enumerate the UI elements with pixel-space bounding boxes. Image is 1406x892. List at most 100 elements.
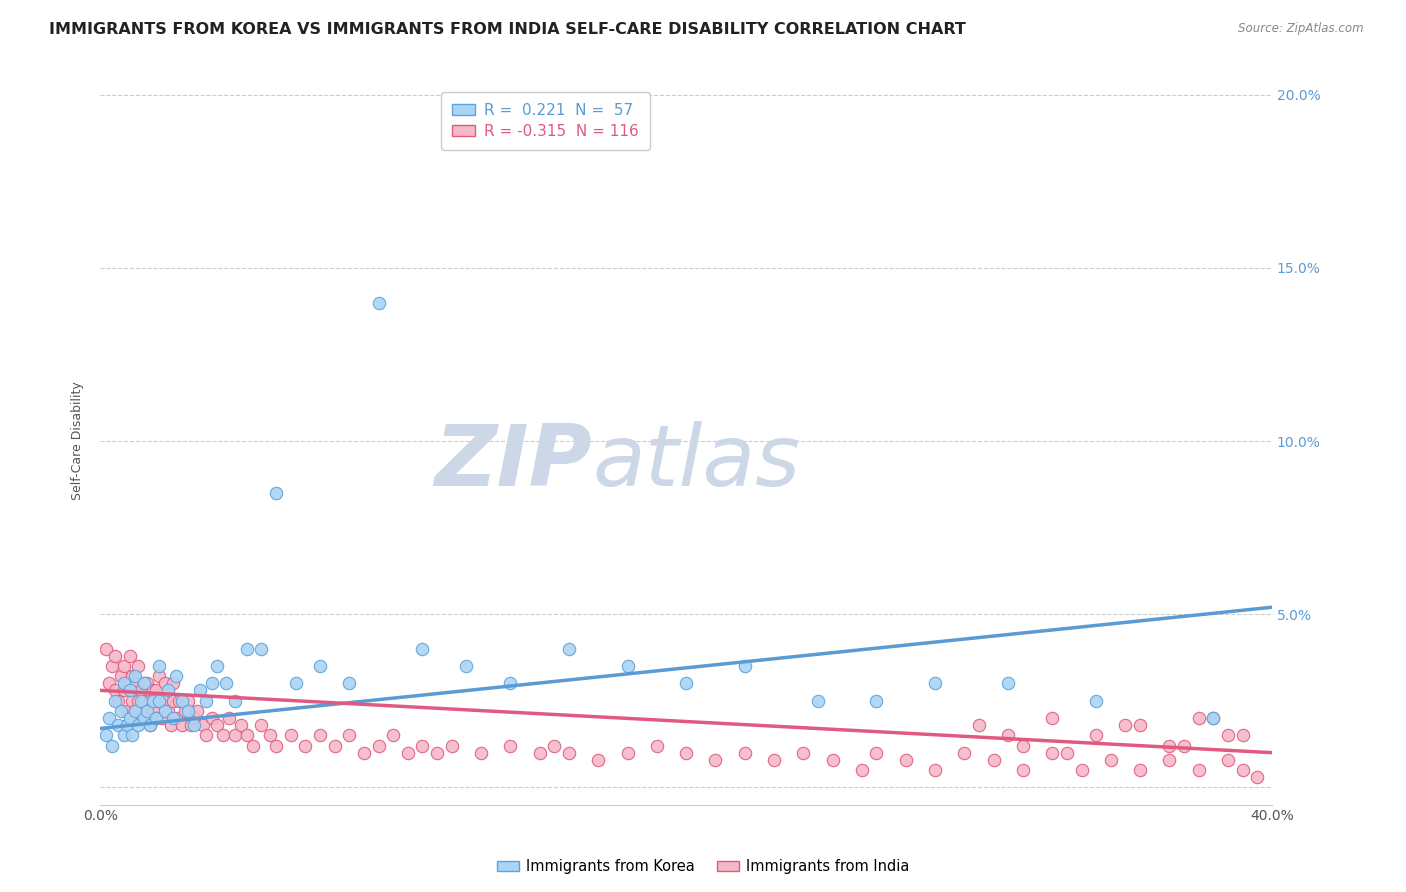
Point (337, 728, 360, 742)
Point (191, 718, 214, 732)
Point (110, 704, 132, 718)
Point (1202, 711, 1225, 725)
Point (558, 641, 581, 656)
Point (558, 746, 581, 760)
Point (94, 728, 117, 742)
Point (200, 676, 222, 690)
Point (285, 676, 308, 690)
Point (235, 641, 257, 656)
Point (101, 659, 124, 673)
Y-axis label: Self-Care Disability: Self-Care Disability (72, 382, 84, 500)
Point (851, 763, 873, 777)
Point (118, 676, 141, 690)
Point (194, 694, 217, 708)
Point (264, 486, 287, 500)
Point (367, 739, 389, 753)
Point (224, 728, 246, 742)
Point (309, 728, 332, 742)
Point (142, 683, 165, 698)
Point (136, 676, 159, 690)
Point (762, 753, 785, 767)
Point (1040, 746, 1063, 760)
Point (115, 718, 138, 732)
Point (411, 641, 433, 656)
Point (172, 694, 194, 708)
Point (218, 711, 240, 725)
Point (124, 669, 146, 683)
Point (953, 746, 976, 760)
Point (124, 676, 146, 690)
Point (645, 739, 668, 753)
Point (129, 683, 152, 698)
Point (865, 694, 887, 708)
Point (165, 711, 187, 725)
Point (865, 746, 887, 760)
Point (259, 728, 281, 742)
Point (309, 659, 332, 673)
Point (98, 676, 121, 690)
Text: atlas: atlas (592, 421, 800, 504)
Point (148, 694, 170, 708)
Point (104, 694, 127, 708)
Point (134, 694, 156, 708)
Point (792, 746, 814, 760)
Point (186, 704, 208, 718)
Point (177, 704, 200, 718)
Point (426, 746, 449, 760)
Point (1232, 728, 1254, 742)
Point (734, 659, 756, 673)
Point (235, 728, 257, 742)
Point (807, 694, 830, 708)
Point (242, 739, 264, 753)
Point (207, 718, 229, 732)
Point (129, 711, 152, 725)
Point (153, 694, 176, 708)
Point (136, 704, 159, 718)
Point (1012, 763, 1035, 777)
Point (136, 704, 159, 718)
Point (440, 739, 463, 753)
Point (280, 728, 302, 742)
Point (1085, 728, 1108, 742)
Point (159, 718, 181, 732)
Point (264, 739, 287, 753)
Point (1070, 763, 1092, 777)
Point (194, 728, 217, 742)
Point (129, 694, 152, 708)
Point (382, 728, 405, 742)
Legend: Immigrants from Korea, Immigrants from India: Immigrants from Korea, Immigrants from I… (491, 854, 915, 880)
Point (134, 711, 156, 725)
Point (165, 669, 187, 683)
Point (124, 704, 146, 718)
Point (997, 676, 1019, 690)
Point (1173, 739, 1195, 753)
Point (924, 763, 946, 777)
Point (1012, 739, 1035, 753)
Point (104, 683, 127, 698)
Point (112, 683, 135, 698)
Point (148, 659, 170, 673)
Point (156, 704, 179, 718)
Text: Source: ZipAtlas.com: Source: ZipAtlas.com (1239, 22, 1364, 36)
Point (118, 711, 141, 725)
Point (153, 704, 176, 718)
Point (456, 659, 478, 673)
Point (139, 718, 162, 732)
Point (224, 694, 246, 708)
Point (924, 676, 946, 690)
Point (207, 659, 229, 673)
Point (212, 728, 235, 742)
Point (675, 746, 697, 760)
Point (499, 676, 522, 690)
Point (121, 728, 143, 742)
Point (967, 718, 990, 732)
Point (894, 753, 917, 767)
Point (983, 753, 1005, 767)
Text: IMMIGRANTS FROM KOREA VS IMMIGRANTS FROM INDIA SELF-CARE DISABILITY CORRELATION : IMMIGRANTS FROM KOREA VS IMMIGRANTS FROM… (49, 22, 966, 37)
Point (1216, 728, 1239, 742)
Point (118, 683, 141, 698)
Point (124, 704, 146, 718)
Point (98, 711, 121, 725)
Point (250, 641, 273, 656)
Point (294, 739, 316, 753)
